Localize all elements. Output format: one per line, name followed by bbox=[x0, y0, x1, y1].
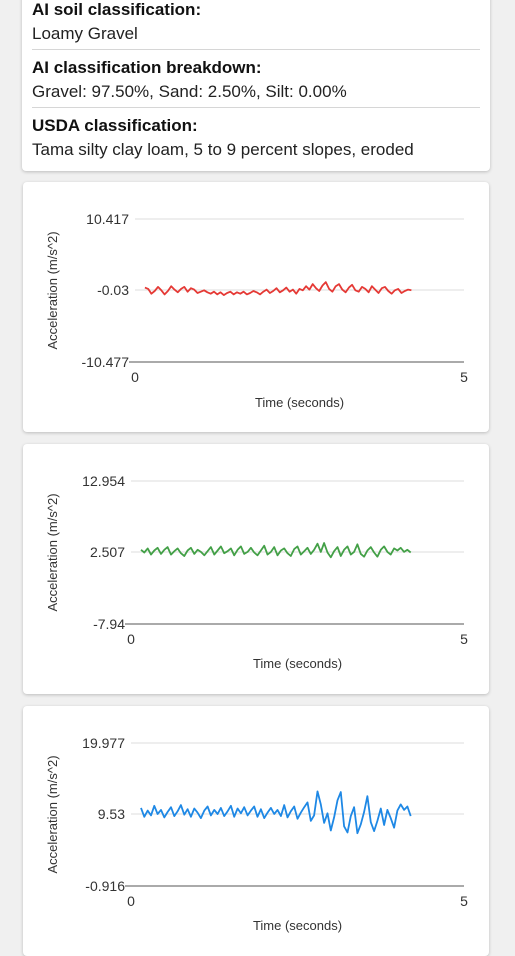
usda-classification-value: Tama silty clay loam, 5 to 9 percent slo… bbox=[32, 140, 414, 159]
x-tick-label: 0 bbox=[131, 369, 139, 385]
usda-classification-row: USDA classification: Tama silty clay loa… bbox=[32, 116, 480, 160]
x-tick-label: 5 bbox=[460, 631, 468, 647]
y-tick-label: 19.977 bbox=[82, 735, 125, 751]
y-tick-label: 9.53 bbox=[98, 806, 125, 822]
x-tick-label: 5 bbox=[460, 893, 468, 909]
y-tick-label: -0.03 bbox=[97, 282, 129, 298]
y-tick-label: -7.94 bbox=[93, 616, 125, 632]
breakdown-row: AI classification breakdown: Gravel: 97.… bbox=[32, 58, 480, 102]
y-tick-label: 10.417 bbox=[86, 211, 129, 227]
ai-classification-label: AI soil classification: bbox=[32, 0, 202, 19]
soil-info-card: AI soil classification: Loamy Gravel AI … bbox=[22, 0, 490, 171]
acceleration-series-line bbox=[140, 542, 412, 559]
x-acceleration-chart-card: 10.417 -0.03 -10.477 0 5 Time (seconds) Accele… bbox=[23, 182, 489, 432]
x-axis-label: Time (seconds) bbox=[253, 656, 342, 671]
y-axis-label: Acceleration (m/s^2) bbox=[45, 755, 60, 873]
divider bbox=[32, 107, 480, 108]
x-axis-label: Time (seconds) bbox=[255, 395, 344, 410]
y-tick-label: 2.507 bbox=[90, 544, 125, 560]
x-tick-label: 0 bbox=[127, 631, 135, 647]
y-axis-label: Acceleration (m/s^2) bbox=[45, 231, 60, 349]
z-acceleration-chart-card: 19.977 9.53 -0.916 0 5 Time (seconds) Accelera… bbox=[23, 706, 489, 956]
y-axis-label: Acceleration (m/s^2) bbox=[45, 493, 60, 611]
y-acceleration-chart-card: 12.954 2.507 -7.94 0 5 Time (seconds) Accelera… bbox=[23, 444, 489, 694]
usda-classification-label: USDA classification: bbox=[32, 116, 198, 135]
acceleration-series-line bbox=[144, 281, 412, 296]
ai-classification-row: AI soil classification: Loamy Gravel bbox=[32, 0, 480, 44]
y-acceleration-chart: 12.954 2.507 -7.940 5 Time (seconds) Accelera… bbox=[45, 473, 468, 671]
x-tick-label: 5 bbox=[460, 369, 468, 385]
x-tick-label: 0 bbox=[127, 893, 135, 909]
breakdown-value: Gravel: 97.50%, Sand: 2.50%, Silt: 0.00% bbox=[32, 82, 347, 101]
acceleration-series-line bbox=[140, 790, 412, 835]
ai-classification-value: Loamy Gravel bbox=[32, 24, 138, 43]
x-axis-label: Time (seconds) bbox=[253, 918, 342, 933]
y-tick-label: -0.916 bbox=[85, 878, 125, 894]
divider bbox=[32, 49, 480, 50]
y-tick-label: -10.477 bbox=[82, 354, 130, 370]
y-tick-label: 12.954 bbox=[82, 473, 125, 489]
breakdown-label: AI classification breakdown: bbox=[32, 58, 262, 77]
